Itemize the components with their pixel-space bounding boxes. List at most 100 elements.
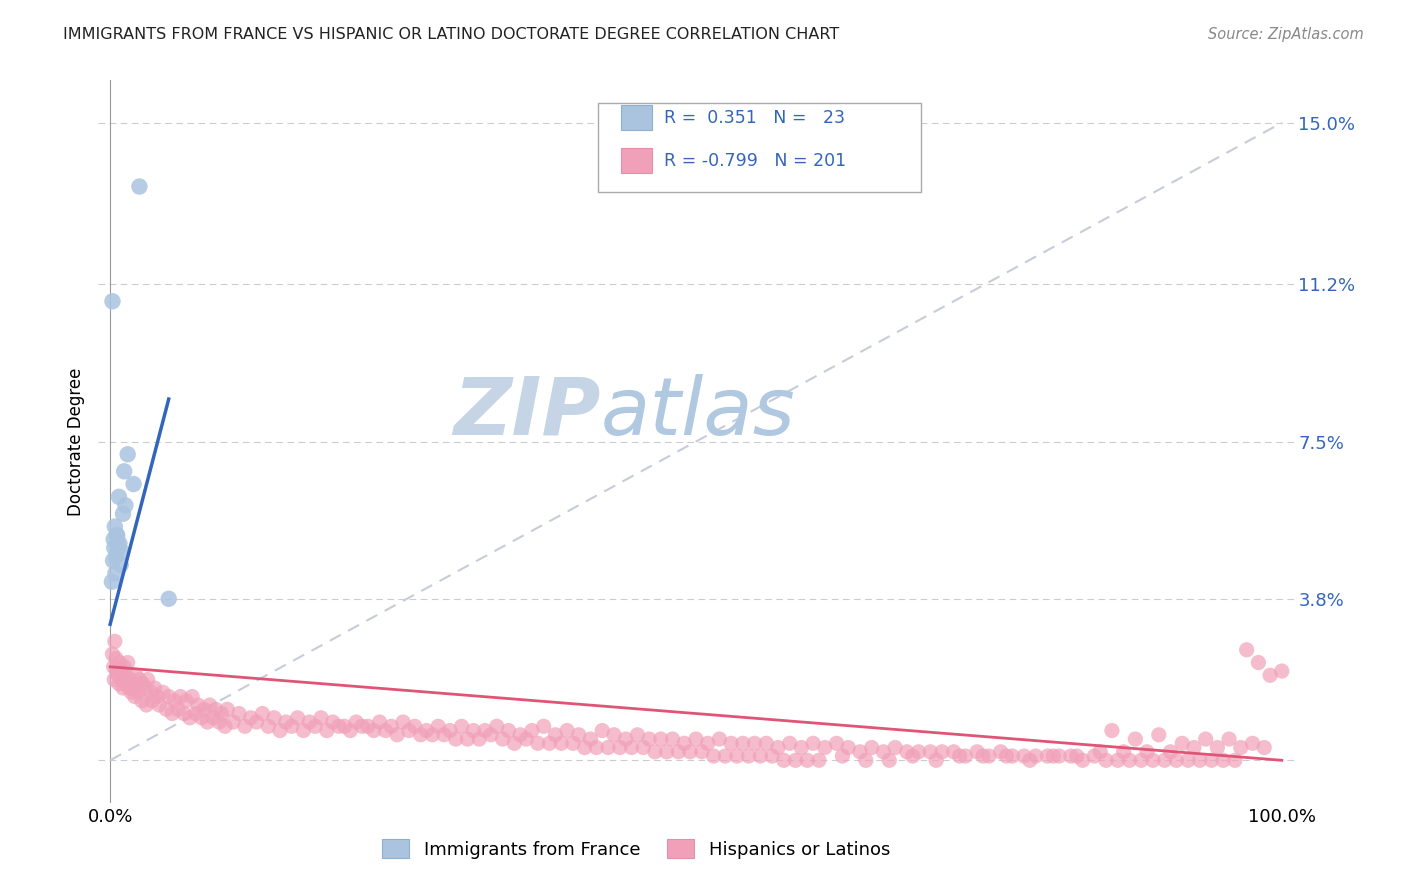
Point — [344, 714, 367, 729]
Point — [1125, 732, 1147, 747]
Point — [1042, 749, 1064, 764]
Point — [141, 694, 163, 708]
Text: R =  0.351   N =   23: R = 0.351 N = 23 — [664, 109, 845, 127]
Point — [114, 677, 136, 691]
Point — [122, 477, 145, 491]
Point — [538, 736, 561, 750]
Point — [111, 545, 134, 559]
Point — [103, 660, 125, 674]
Point — [122, 681, 145, 695]
Point — [1142, 753, 1164, 767]
Point — [555, 723, 578, 738]
Point — [392, 714, 415, 729]
Point — [1118, 753, 1140, 767]
Point — [112, 660, 135, 674]
Point — [385, 728, 409, 742]
Point — [304, 719, 326, 733]
Point — [527, 736, 550, 750]
Point — [103, 541, 125, 555]
Point — [101, 647, 124, 661]
Point — [825, 736, 848, 750]
Point — [1130, 753, 1153, 767]
Point — [148, 698, 170, 712]
Point — [439, 723, 461, 738]
Point — [128, 673, 150, 687]
Point — [309, 711, 332, 725]
Point — [808, 753, 831, 767]
Point — [696, 736, 718, 750]
Point — [450, 719, 472, 733]
Point — [357, 719, 380, 733]
Point — [1223, 753, 1246, 767]
Point — [322, 714, 344, 729]
Point — [173, 706, 195, 721]
Point — [228, 706, 250, 721]
Point — [117, 656, 139, 670]
Point — [110, 558, 132, 572]
Point — [773, 753, 796, 767]
Point — [849, 745, 872, 759]
Point — [105, 664, 128, 678]
Point — [257, 719, 280, 733]
Point — [503, 736, 526, 750]
Point — [872, 745, 894, 759]
Point — [831, 749, 853, 764]
Point — [679, 745, 702, 759]
Point — [1195, 732, 1218, 747]
Point — [363, 723, 385, 738]
Point — [955, 749, 977, 764]
Point — [214, 719, 236, 733]
Point — [1107, 753, 1129, 767]
Point — [107, 541, 129, 555]
Point — [801, 736, 824, 750]
Text: Source: ZipAtlas.com: Source: ZipAtlas.com — [1208, 27, 1364, 42]
Point — [1258, 668, 1281, 682]
Text: IMMIGRANTS FROM FRANCE VS HISPANIC OR LATINO DOCTORATE DEGREE CORRELATION CHART: IMMIGRANTS FROM FRANCE VS HISPANIC OR LA… — [63, 27, 839, 42]
Point — [990, 745, 1012, 759]
Point — [638, 732, 661, 747]
Point — [966, 745, 988, 759]
Point — [404, 719, 426, 733]
Point — [877, 753, 901, 767]
Point — [1218, 732, 1240, 747]
Point — [515, 732, 537, 747]
Point — [374, 723, 396, 738]
Point — [174, 694, 197, 708]
Point — [108, 490, 131, 504]
Point — [749, 749, 772, 764]
Point — [1036, 749, 1059, 764]
Point — [1153, 753, 1175, 767]
Point — [274, 714, 297, 729]
Point — [498, 723, 520, 738]
Point — [169, 690, 191, 704]
Point — [352, 719, 374, 733]
Point — [1095, 753, 1118, 767]
Point — [1160, 745, 1182, 759]
Point — [339, 723, 361, 738]
Point — [1019, 753, 1042, 767]
Point — [131, 694, 153, 708]
Point — [714, 749, 737, 764]
Point — [181, 690, 204, 704]
Point — [110, 673, 132, 687]
Point — [110, 664, 132, 678]
Point — [609, 740, 631, 755]
Point — [101, 294, 124, 309]
Point — [409, 728, 432, 742]
Point — [977, 749, 1000, 764]
Point — [1060, 749, 1083, 764]
Point — [755, 736, 778, 750]
Point — [485, 719, 508, 733]
Point — [1253, 740, 1275, 755]
Point — [796, 753, 818, 767]
Point — [128, 179, 150, 194]
Point — [568, 728, 591, 742]
Point — [107, 536, 129, 550]
Point — [703, 749, 725, 764]
Point — [790, 740, 813, 755]
Point — [103, 673, 125, 687]
Point — [298, 714, 321, 729]
Point — [187, 698, 209, 712]
Point — [468, 732, 491, 747]
Point — [995, 749, 1018, 764]
